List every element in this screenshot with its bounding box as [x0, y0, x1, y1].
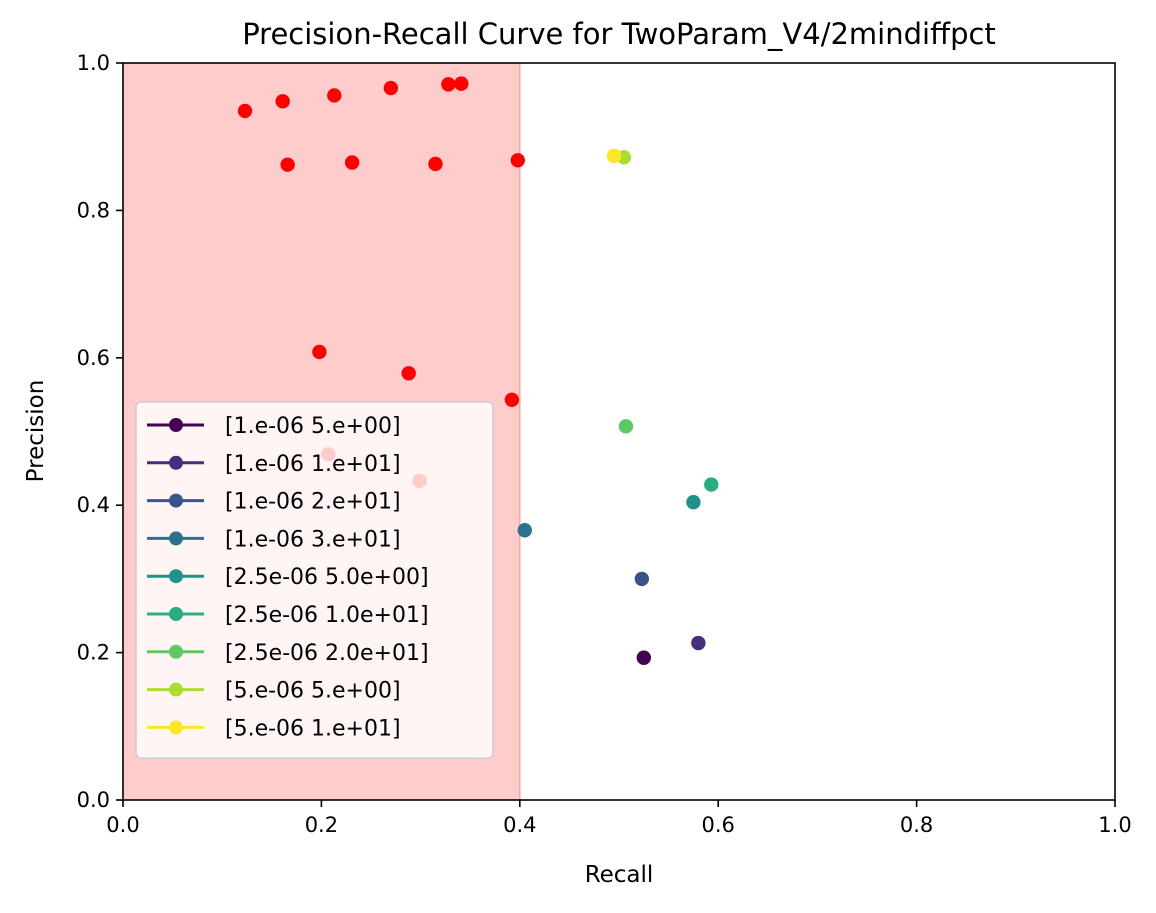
x-tick-label: 0.4 — [503, 813, 536, 837]
legend-marker — [169, 644, 183, 659]
red-data-point — [275, 94, 290, 109]
red-data-point — [280, 157, 295, 172]
legend-label: [1.e-06 1.e+01] — [225, 452, 401, 477]
legend-label: [2.5e-06 2.0e+01] — [225, 641, 429, 666]
legend-marker — [169, 607, 183, 621]
y-tick-label: 0.2 — [77, 641, 110, 665]
red-data-point — [441, 77, 456, 92]
plot-area: 0.0 0.2 0.4 0.6 0.8 1.0 0.0 0.2 0.4 0.6 0.8 1.0 [1.e… — [77, 51, 1132, 837]
series-data-point — [686, 495, 701, 510]
legend-label: [5.e-06 5.e+00] — [225, 679, 401, 704]
series-data-point — [606, 148, 622, 164]
chart-title: Precision-Recall Curve for TwoParam_V4/2… — [242, 17, 996, 51]
legend-label: [1.e-06 5.e+00] — [225, 414, 401, 439]
series-data-point — [704, 477, 719, 492]
red-data-point — [327, 88, 342, 103]
legend-label: [2.5e-06 1.0e+01] — [225, 603, 429, 628]
y-tick-label: 0.0 — [77, 788, 110, 812]
legend: [1.e-06 5.e+00] [1.e-06 1.e+01] [1.e-06 2.… — [135, 401, 494, 759]
red-data-point — [428, 156, 443, 172]
x-tick-label: 0.8 — [900, 813, 933, 837]
y-tick-label: 0.6 — [77, 346, 110, 370]
red-data-point — [401, 366, 416, 381]
x-tick-label: 0.2 — [305, 813, 338, 837]
red-data-point — [504, 392, 520, 408]
legend-label: [2.5e-06 5.0e+00] — [225, 565, 429, 590]
legend-marker — [169, 531, 183, 546]
x-tick-label: 0.0 — [106, 813, 139, 837]
y-tick-label: 0.8 — [77, 198, 110, 222]
legend-marker — [169, 455, 183, 470]
series-data-point — [517, 523, 532, 538]
legend-marker — [169, 682, 183, 697]
series-data-point — [691, 635, 706, 651]
x-axis-label: Recall — [585, 862, 654, 888]
red-data-point — [312, 344, 327, 360]
x-tick-label: 0.6 — [701, 813, 734, 837]
legend-box — [135, 401, 494, 759]
legend-marker — [169, 493, 183, 508]
red-data-point — [344, 155, 360, 170]
series-data-point — [636, 650, 651, 665]
axes-frame — [122, 62, 1116, 801]
red-data-point — [454, 76, 469, 91]
x-tick-label: 1.0 — [1098, 813, 1131, 837]
series-data-point — [634, 571, 650, 587]
legend-label: [1.e-06 2.e+01] — [225, 490, 401, 515]
red-data-point — [237, 103, 253, 119]
legend-marker — [169, 418, 183, 432]
y-tick-label: 0.4 — [77, 493, 110, 517]
legend-marker — [169, 569, 183, 584]
red-data-point — [383, 80, 399, 96]
series-data-point — [618, 419, 634, 434]
legend-marker — [169, 720, 183, 735]
y-tick-label: 1.0 — [77, 51, 110, 75]
legend-label: [5.e-06 1.e+01] — [225, 716, 401, 741]
legend-label: [1.e-06 3.e+01] — [225, 527, 401, 552]
y-axis-label: Precision — [23, 380, 49, 483]
red-data-point — [510, 153, 526, 168]
